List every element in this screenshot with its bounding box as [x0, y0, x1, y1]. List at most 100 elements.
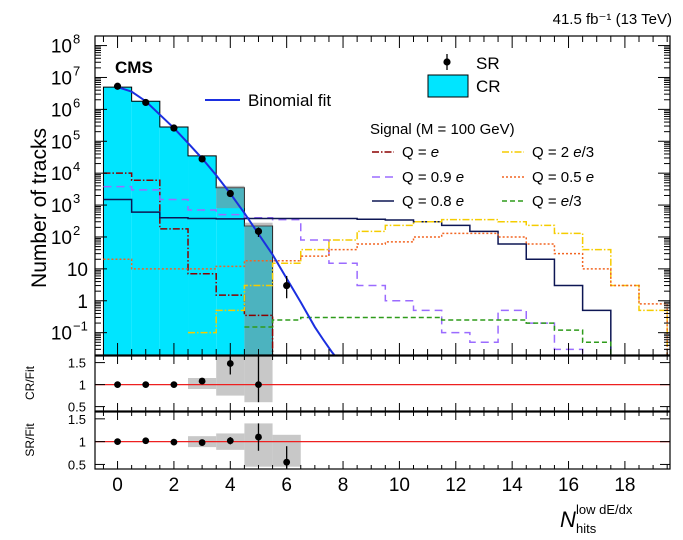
sr-ratio-point-3 [198, 439, 206, 446]
sr-ratio-y-tick-label: 1.5 [68, 412, 86, 427]
x-tick-label: 8 [338, 475, 349, 496]
legend-signal-tail: /3 [569, 193, 582, 210]
sr-ratio-point-5 [255, 433, 262, 441]
x-tick-label: 18 [614, 475, 635, 496]
cr-bar-1 [131, 101, 160, 355]
cr-ratio-point-1 [142, 381, 150, 388]
y-tick-label: 10 [51, 100, 72, 121]
lumi-label: 41.5 fb⁻¹ (13 TeV) [553, 11, 672, 28]
cr-ratio-point-3 [198, 377, 206, 385]
x-tick-label: 10 [389, 475, 410, 496]
legend-signal-text: Q = 0.9 [402, 169, 456, 186]
cr-ratio-y-tick-label: 1.5 [68, 356, 86, 371]
legend-signal-header: Signal (M = 100 GeV) [370, 121, 515, 138]
cr-bar-0 [103, 87, 132, 355]
legend-signal-text: Q = 2 [532, 144, 573, 161]
sr-ratio-frame [94, 411, 671, 470]
cr-ratio-panel: 0.5 1 1.5 [68, 355, 671, 415]
sr-ratio-y-tick-label: 0.5 [68, 457, 86, 472]
legend: SR CR Binomial fit Signal (M = 100 GeV) Q = … [205, 54, 594, 210]
legend-signal-charge: e [586, 169, 594, 186]
y-axis-label: Number of tracks [28, 128, 51, 288]
signal-line-4 [103, 232, 668, 355]
legend-sr-label: SR [476, 54, 500, 73]
sr-ratio-point-4 [226, 437, 234, 445]
legend-signal-label-0: Q = e [402, 144, 439, 161]
y-tick-label-exp: 2 [73, 223, 80, 238]
legend-signal-text: Q = 0.8 [402, 193, 456, 210]
sr-point-1 [142, 98, 150, 107]
sr-ratio-y-label: SR/Fit [23, 423, 37, 457]
y-tick-label-exp: 7 [73, 63, 80, 78]
y-tick-label-exp: −1 [73, 319, 88, 334]
sr-point-4 [226, 189, 234, 198]
legend-cr-label: CR [476, 77, 501, 96]
cr-bar-4 [216, 187, 245, 355]
y-tick-label-exp: 6 [73, 95, 80, 110]
sr-ratio-panel: 0.5 1 1.5 0 2 4 6 8 10 12 14 16 18 [68, 411, 671, 496]
x-tick-label: 2 [169, 475, 180, 496]
sr-point-5 [254, 227, 263, 235]
legend-cr-swatch [427, 74, 469, 98]
sr-point-6 [283, 281, 291, 290]
cr-bar-3 [188, 155, 217, 355]
sr-point-3 [198, 155, 206, 163]
y-tick-label: 10 [51, 37, 72, 58]
sr-ratio-point-1 [142, 437, 150, 445]
cr-ratio-point-5 [255, 381, 262, 388]
y-tick-label-exp: 5 [73, 127, 80, 142]
y-tick-label: 10 [51, 164, 72, 185]
fit-curve [117, 86, 336, 355]
legend-signal-label-2: Q = 0.8 e [402, 193, 464, 210]
signal-line-0 [103, 172, 274, 355]
x-label-sup: low dE/dx [576, 502, 633, 517]
y-tick-label-exp: 8 [73, 32, 80, 47]
legend-signal-charge: e [456, 193, 464, 210]
legend-signal-tail: /3 [582, 144, 595, 161]
cr-outline [102, 86, 274, 355]
legend-sr-marker [443, 58, 451, 66]
y-tick-label: 10 [51, 228, 72, 249]
x-tick-label: 14 [502, 475, 524, 496]
cr-ratio-frame [94, 355, 671, 412]
x-tick-label: 4 [225, 475, 236, 496]
legend-fit-label: Binomial fit [248, 91, 331, 110]
legend-signal-label-4: Q = 0.5 e [532, 169, 594, 186]
cr-ratio-y-tick-label: 1 [79, 378, 86, 393]
y-tick-label-exp: 4 [73, 159, 80, 174]
x-axis-label: N hits low dE/dx [560, 502, 633, 536]
x-tick-label: 6 [281, 475, 292, 496]
sr-ratio-point-2 [170, 438, 178, 446]
x-tick-label: 0 [112, 475, 123, 496]
y-tick-label: 10 [51, 196, 72, 217]
cr-uncertainty-1 [244, 222, 273, 355]
legend-signal-charge: e [431, 144, 439, 161]
x-label-main: N [560, 507, 576, 532]
legend-signal-text: Q = [402, 144, 431, 161]
y-tick-label: 1 [77, 292, 88, 313]
main-plot-area [102, 82, 668, 355]
cr-ratio-y-label: CR/Fit [23, 365, 37, 400]
signal-line-3 [188, 218, 668, 355]
cr-ratio-point-0 [114, 381, 121, 388]
cr-bar-2 [159, 127, 189, 355]
legend-signal-label-3: Q = 2 e/3 [532, 144, 594, 161]
legend-signal-charge: e [573, 144, 581, 161]
sr-point-2 [170, 124, 178, 132]
signal-line-1 [103, 185, 584, 355]
cr-ratio-point-2 [170, 381, 178, 388]
sr-ratio-point-0 [114, 438, 121, 446]
legend-signal-text: Q = [532, 193, 561, 210]
y-tick-label: 10 [67, 260, 88, 281]
legend-signal-text: Q = 0.5 [532, 169, 586, 186]
y-tick-label: 10 [51, 132, 72, 153]
sr-ratio-y-tick-label: 1 [79, 435, 86, 450]
x-tick-label: 16 [558, 475, 579, 496]
legend-signal-label-5: Q = e/3 [532, 193, 582, 210]
cr-ratio-y-tick-label: 0.5 [68, 400, 86, 415]
legend-signal-label-1: Q = 0.9 e [402, 169, 464, 186]
signal-line-5 [244, 316, 612, 355]
x-label-sub: hits [576, 521, 597, 536]
